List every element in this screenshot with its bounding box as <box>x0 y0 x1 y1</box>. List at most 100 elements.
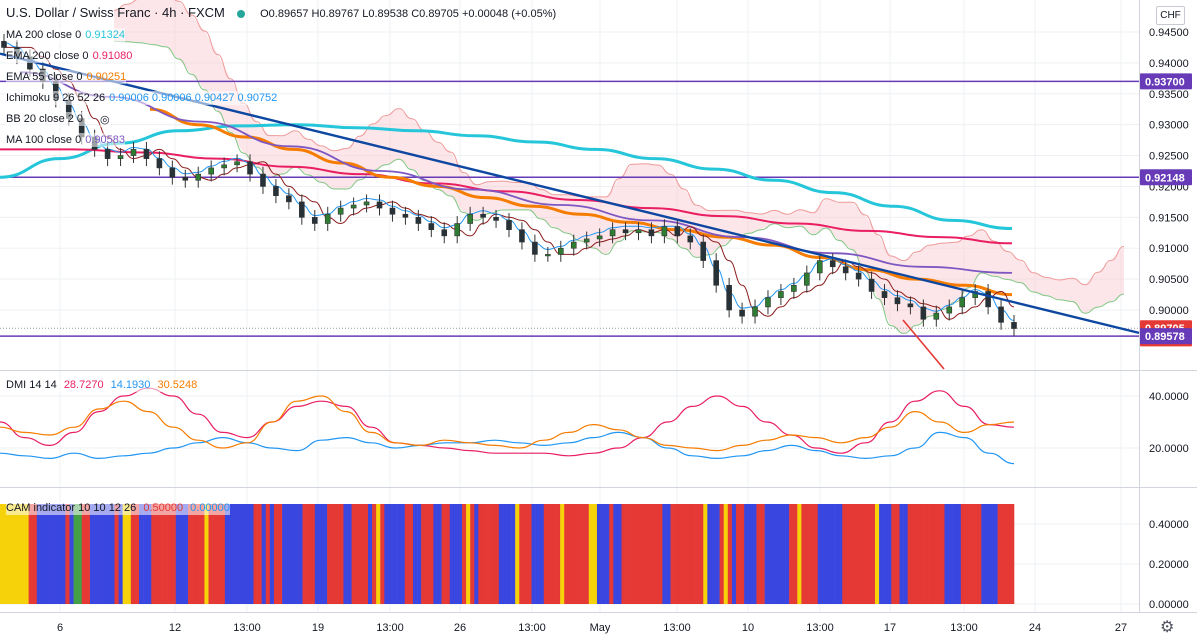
candle-body <box>687 235 694 243</box>
price-tick-label: 0.93000 <box>1149 120 1189 132</box>
candle-body <box>311 217 318 224</box>
cam-bar <box>703 504 708 604</box>
cam-bar <box>695 504 700 604</box>
cam-bar <box>216 504 222 604</box>
cam-bar <box>134 504 140 604</box>
cam-bar <box>347 504 352 604</box>
cam-bar <box>12 504 17 604</box>
candle-body <box>752 306 758 317</box>
cam-bar <box>462 504 467 604</box>
cam-bar <box>940 504 945 604</box>
time-tick-label: 13:00 <box>663 622 691 634</box>
cam-bar <box>568 504 573 604</box>
currency-badge[interactable]: CHF <box>1156 6 1185 25</box>
cam-bar <box>723 504 729 604</box>
cam-bar <box>204 504 209 604</box>
cam-bar <box>936 504 941 604</box>
cam-label: CAM indicator 10 10 12 26 <box>6 502 137 514</box>
indicator-legend-row[interactable]: EMA 200 close 0 0.91080 <box>6 49 133 63</box>
cam-bar <box>539 504 545 604</box>
cam-bar <box>523 504 528 604</box>
cam-bar <box>163 504 168 604</box>
indicator-legend-row[interactable]: EMA 55 close 0 0.90251 <box>6 70 127 84</box>
candle-body <box>195 173 202 181</box>
ichimoku-cloud <box>114 0 1124 334</box>
cam-bar <box>547 504 553 604</box>
cam-bar <box>298 504 303 604</box>
cam-bar <box>57 504 62 604</box>
cam-bar <box>952 504 958 604</box>
cam-bar <box>772 504 778 604</box>
cam-bar <box>948 504 953 604</box>
time-tick-label: 26 <box>454 622 466 634</box>
cam-bar <box>323 504 328 604</box>
candle-body <box>661 226 668 237</box>
cam-bar <box>139 504 144 604</box>
cam-bar <box>797 504 802 604</box>
candle-body <box>985 291 991 308</box>
cam-bar <box>707 504 712 604</box>
cam-bar <box>175 504 181 604</box>
time-tick-label: 6 <box>57 622 63 634</box>
candle-body <box>441 229 448 237</box>
cam-bar <box>735 504 741 604</box>
cam-bar <box>147 504 152 604</box>
candle-body <box>778 291 784 298</box>
cam-legend[interactable]: CAM indicator 10 10 12 26 0.50000 0.0000… <box>6 501 230 515</box>
cam-bar <box>220 504 226 604</box>
indicator-legend-row[interactable]: Ichimoku 9 26 52 26 0.90006 0.90006 0.904… <box>6 91 278 105</box>
dmi-series-di- <box>0 387 1015 457</box>
indicator-legend-row[interactable]: MA 100 close 0 0.90583 <box>6 133 125 147</box>
cam-value-1: 0.50000 <box>143 502 184 514</box>
cam-bar <box>331 504 336 604</box>
cam-bar <box>919 504 925 604</box>
cam-bar <box>40 504 46 604</box>
price-tick-label: 0.91500 <box>1149 212 1189 224</box>
cam-bar <box>408 504 414 604</box>
cam-bar <box>404 504 410 604</box>
price-tick-label: 0.94500 <box>1149 27 1189 39</box>
cam-bar <box>764 504 769 604</box>
cam-bar <box>429 504 434 604</box>
cam-bar <box>20 504 25 604</box>
cam-bar <box>932 504 937 604</box>
indicator-legend-row[interactable]: MA 200 close 0 0.91324 <box>6 28 125 42</box>
cam-bar <box>482 504 487 604</box>
cam-bar <box>474 504 479 604</box>
candle-body <box>739 309 745 317</box>
indicator-name: MA 100 close 0 <box>6 134 82 146</box>
indicator-legend-row[interactable]: BB 20 close 2 0 <box>6 112 88 126</box>
cam-bar <box>249 504 254 604</box>
hide-eye-icon[interactable]: ◎ <box>100 113 110 127</box>
cam-bar <box>678 504 684 604</box>
cam-bar <box>924 504 929 604</box>
cam-bar <box>809 504 814 604</box>
cam-bar <box>4 504 9 604</box>
cam-bar <box>106 504 111 604</box>
cam-bar <box>441 504 446 604</box>
candle-body <box>350 204 357 209</box>
candle-body <box>104 149 111 159</box>
cam-bar <box>621 504 626 604</box>
cam-bar <box>470 504 475 604</box>
cam-bar <box>77 504 83 604</box>
time-tick-label: 13:00 <box>376 622 404 634</box>
cam-bar <box>785 504 790 604</box>
cam-bar <box>866 504 872 604</box>
settings-gear-icon[interactable]: ⚙ <box>1160 619 1175 636</box>
cam-bar <box>507 504 512 604</box>
cam-bar <box>102 504 107 604</box>
cam-bar <box>183 504 189 604</box>
dmi-legend[interactable]: DMI 14 14 28.7270 14.1930 30.5248 <box>6 378 198 392</box>
candle-body <box>700 241 707 261</box>
cam-bar <box>269 504 275 604</box>
cam-tick-label: 0.40000 <box>1149 519 1189 531</box>
symbol-title[interactable]: U.S. Dollar / Swiss Franc · 4h · FXCM <box>6 5 225 20</box>
dmi-series-di- <box>0 431 1015 465</box>
price-tag-label: 0.89578 <box>1145 331 1185 343</box>
cam-bar <box>486 504 491 604</box>
cam-bar <box>928 504 933 604</box>
candle-body <box>674 226 681 237</box>
cam-bar <box>179 504 185 604</box>
